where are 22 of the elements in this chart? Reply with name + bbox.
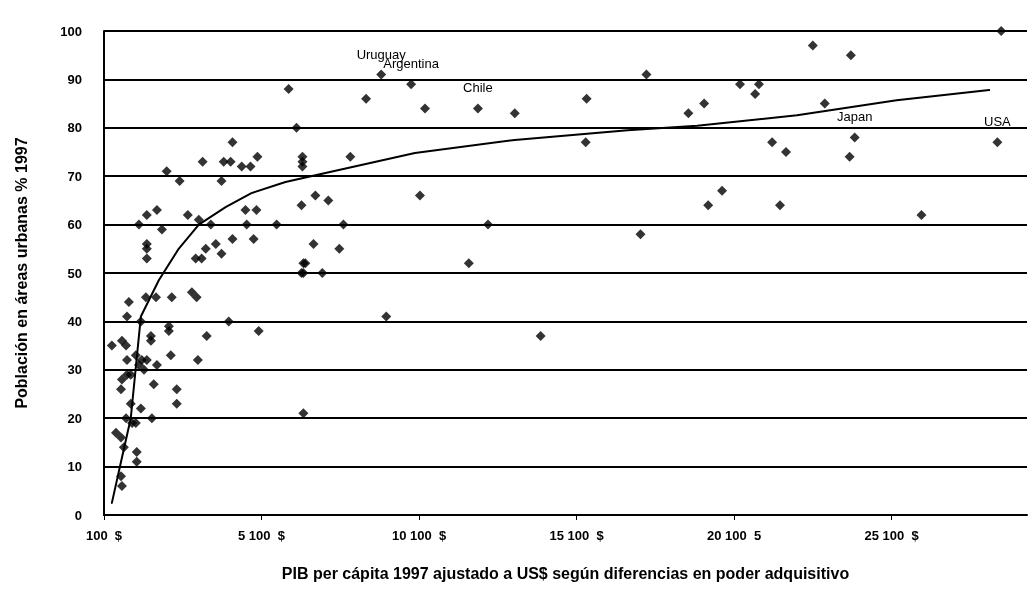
y-axis-title: Población en áreas urbanas % 1997 xyxy=(12,137,30,409)
y-tick-label: 90 xyxy=(67,71,82,87)
y-tick-label: 100 xyxy=(60,23,82,39)
annotation: USA xyxy=(984,114,1012,130)
y-tick-label: 0 xyxy=(74,507,82,523)
y-tick-label: 10 xyxy=(67,459,82,475)
annotation: Chile xyxy=(463,80,493,96)
y-tick-label: 40 xyxy=(67,313,82,329)
x-tick-label: 15 100 $ xyxy=(549,528,605,543)
x-tick-label: 20 100 5 xyxy=(706,528,762,543)
y-tick-label: 70 xyxy=(67,168,82,184)
x-tick-label: 10 100 $ xyxy=(391,528,447,543)
y-tick-label: 30 xyxy=(67,362,82,378)
x-tick-label: 25 100 $ xyxy=(864,528,920,543)
y-tick-label: 50 xyxy=(67,265,82,281)
y-tick-label: 60 xyxy=(67,217,82,233)
x-axis-title: PIB per cápita 1997 ajustado a US$ según diferencias en poder adquisitivo xyxy=(281,564,850,582)
annotation: Japan xyxy=(836,109,873,125)
y-tick-label: 20 xyxy=(67,410,82,426)
x-tick-label: 100 $ xyxy=(85,528,123,543)
y-tick-label: 80 xyxy=(67,120,82,136)
x-tick-label: 5 100 $ xyxy=(238,528,286,543)
